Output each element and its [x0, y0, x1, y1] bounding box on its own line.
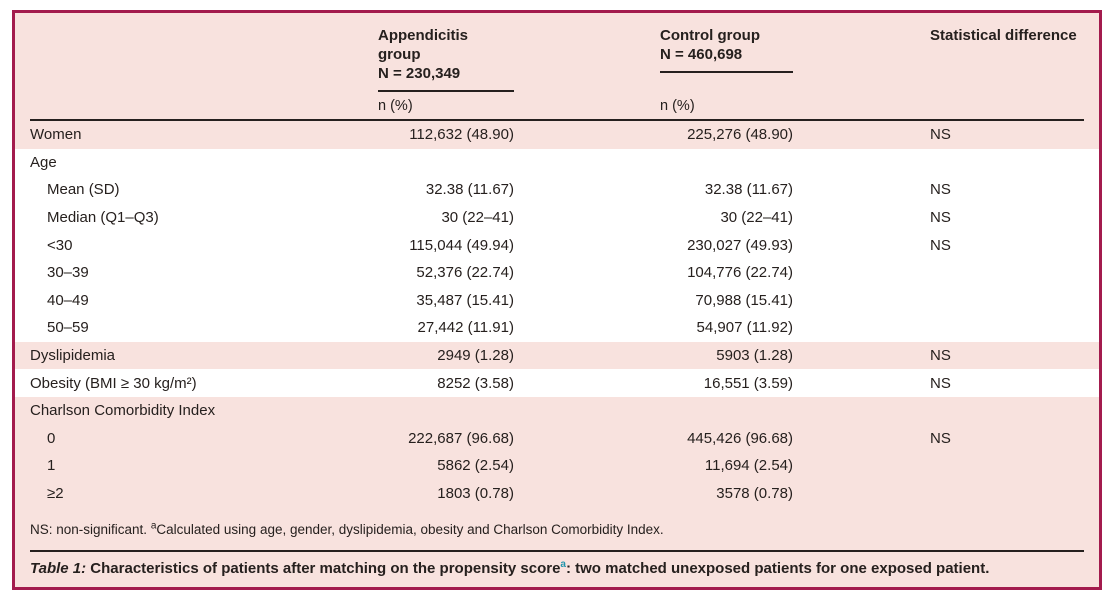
appendicitis-value: 1803 (0.78): [437, 485, 514, 503]
row-label: 30–39: [47, 264, 89, 282]
appendicitis-value: 2949 (1.28): [437, 347, 514, 365]
table-caption: Table 1: Characteristics of patients aft…: [15, 552, 1099, 587]
row-label: <30: [47, 236, 73, 254]
col-header-statistical-difference: Statistical difference: [930, 27, 1077, 44]
row-label: Women: [30, 126, 82, 144]
footnote-text: NS: non-significant.: [30, 522, 151, 538]
table-row: Mean (SD) 32.38 (11.67) 32.38 (11.67) NS: [15, 176, 1099, 204]
control-value: 70,988 (15.41): [695, 291, 793, 309]
caption-text: Characteristics of patients after matchi…: [86, 560, 561, 578]
control-group-n: N = 460,698: [660, 46, 743, 63]
row-label: Mean (SD): [47, 181, 120, 199]
stat-value: NS: [930, 236, 951, 254]
control-value: 445,426 (96.68): [687, 429, 793, 447]
appendicitis-value: 5862 (2.54): [437, 457, 514, 475]
table-row: Obesity (BMI ≥ 30 kg/m²) 8252 (3.58) 16,55…: [15, 369, 1099, 397]
control-group-title: Control group: [660, 27, 760, 44]
table-row: Dyslipidemia 2949 (1.28) 5903 (1.28) NS: [15, 342, 1099, 370]
table-subheader: n (%) n (%): [15, 92, 1099, 119]
control-value: 32.38 (11.67): [704, 181, 793, 199]
appendicitis-value: 35,487 (15.41): [416, 291, 514, 309]
table-footnote: NS: non-significant. aCalculated using a…: [15, 507, 1099, 550]
table-row: Median (Q1–Q3) 30 (22–41) 30 (22–41) NS: [15, 203, 1099, 232]
col-header-control-group: Control group N = 460,698: [660, 26, 793, 73]
stat-value: NS: [930, 126, 951, 144]
table-row: 30–39 52,376 (22.74) 104,776 (22.74): [15, 258, 1099, 287]
table-row: Charlson Comorbidity Index: [15, 397, 1099, 425]
stat-value: NS: [930, 347, 951, 365]
control-value: 5903 (1.28): [716, 347, 793, 365]
appendicitis-unit-label: n (%): [378, 97, 413, 114]
control-value: 16,551 (3.59): [703, 374, 793, 392]
row-label: Obesity (BMI ≥ 30 kg/m²): [30, 374, 197, 392]
table-row: Women 112,632 (48.90) 225,276 (48.90) NS: [15, 121, 1099, 149]
table-row: ≥2 1803 (0.78) 3578 (0.78): [15, 480, 1099, 508]
caption-table-number: Table 1:: [30, 560, 87, 578]
appendicitis-value: 27,442 (11.91): [417, 319, 514, 337]
appendicitis-value: 52,376 (22.74): [416, 264, 514, 282]
row-label: 1: [47, 457, 56, 475]
appendicitis-value: 222,687 (96.68): [408, 429, 514, 447]
appendicitis-value: 32.38 (11.67): [425, 181, 514, 199]
table-row: 40–49 35,487 (15.41) 70,988 (15.41): [15, 286, 1099, 315]
table-header: Appendicitis group N = 230,349 Control g…: [15, 13, 1099, 92]
stat-value: NS: [930, 209, 951, 227]
appendicitis-group-n: N = 230,349: [378, 65, 461, 82]
caption-rule: [30, 550, 1084, 553]
table-body: Women 112,632 (48.90) 225,276 (48.90) NS Age…: [15, 121, 1099, 507]
caption-text: : two matched unexposed patients for one…: [565, 560, 990, 578]
caption-superscript-a: a: [560, 559, 566, 571]
row-label: Charlson Comorbidity Index: [30, 402, 216, 420]
control-value: 54,907 (11.92): [696, 319, 793, 337]
control-value: 104,776 (22.74): [687, 264, 793, 282]
row-label: ≥2: [47, 485, 64, 503]
appendicitis-group-title: Appendicitis group: [378, 27, 469, 63]
stat-value: NS: [930, 181, 951, 199]
row-label: Median (Q1–Q3): [47, 209, 159, 227]
appendicitis-value: 8252 (3.58): [437, 374, 514, 392]
appendicitis-value: 115,044 (49.94): [409, 236, 514, 254]
control-unit-label: n (%): [660, 97, 695, 114]
control-value: 3578 (0.78): [716, 485, 793, 503]
table-row: <30 115,044 (49.94) 230,027 (49.93) NS: [15, 231, 1099, 259]
control-value: 30 (22–41): [720, 209, 793, 227]
row-label: Dyslipidemia: [30, 347, 116, 365]
footnote-superscript-a: a: [150, 520, 157, 532]
header-rule: [30, 119, 1084, 121]
stat-value: NS: [930, 429, 951, 447]
row-label: 50–59: [47, 319, 89, 337]
control-value: 225,276 (48.90): [687, 126, 793, 144]
table-1-panel: Appendicitis group N = 230,349 Control g…: [12, 10, 1102, 590]
row-label: Age: [30, 153, 57, 171]
table-row: 0 222,687 (96.68) 445,426 (96.68) NS: [15, 425, 1099, 453]
control-value: 11,694 (2.54): [704, 457, 793, 475]
table-row: Age: [15, 148, 1099, 177]
row-label: 40–49: [47, 291, 89, 309]
control-value: 230,027 (49.93): [687, 236, 793, 254]
col-header-appendicitis-group: Appendicitis group N = 230,349: [378, 26, 514, 92]
appendicitis-value: 112,632 (48.90): [409, 126, 514, 144]
stat-value: NS: [930, 374, 951, 392]
footnote-text: Calculated using age, gender, dyslipidem…: [156, 522, 664, 538]
appendicitis-value: 30 (22–41): [441, 209, 514, 227]
table-row: 1 5862 (2.54) 11,694 (2.54): [15, 452, 1099, 480]
table-row: 50–59 27,442 (11.91) 54,907 (11.92): [15, 314, 1099, 342]
row-label: 0: [47, 429, 56, 447]
